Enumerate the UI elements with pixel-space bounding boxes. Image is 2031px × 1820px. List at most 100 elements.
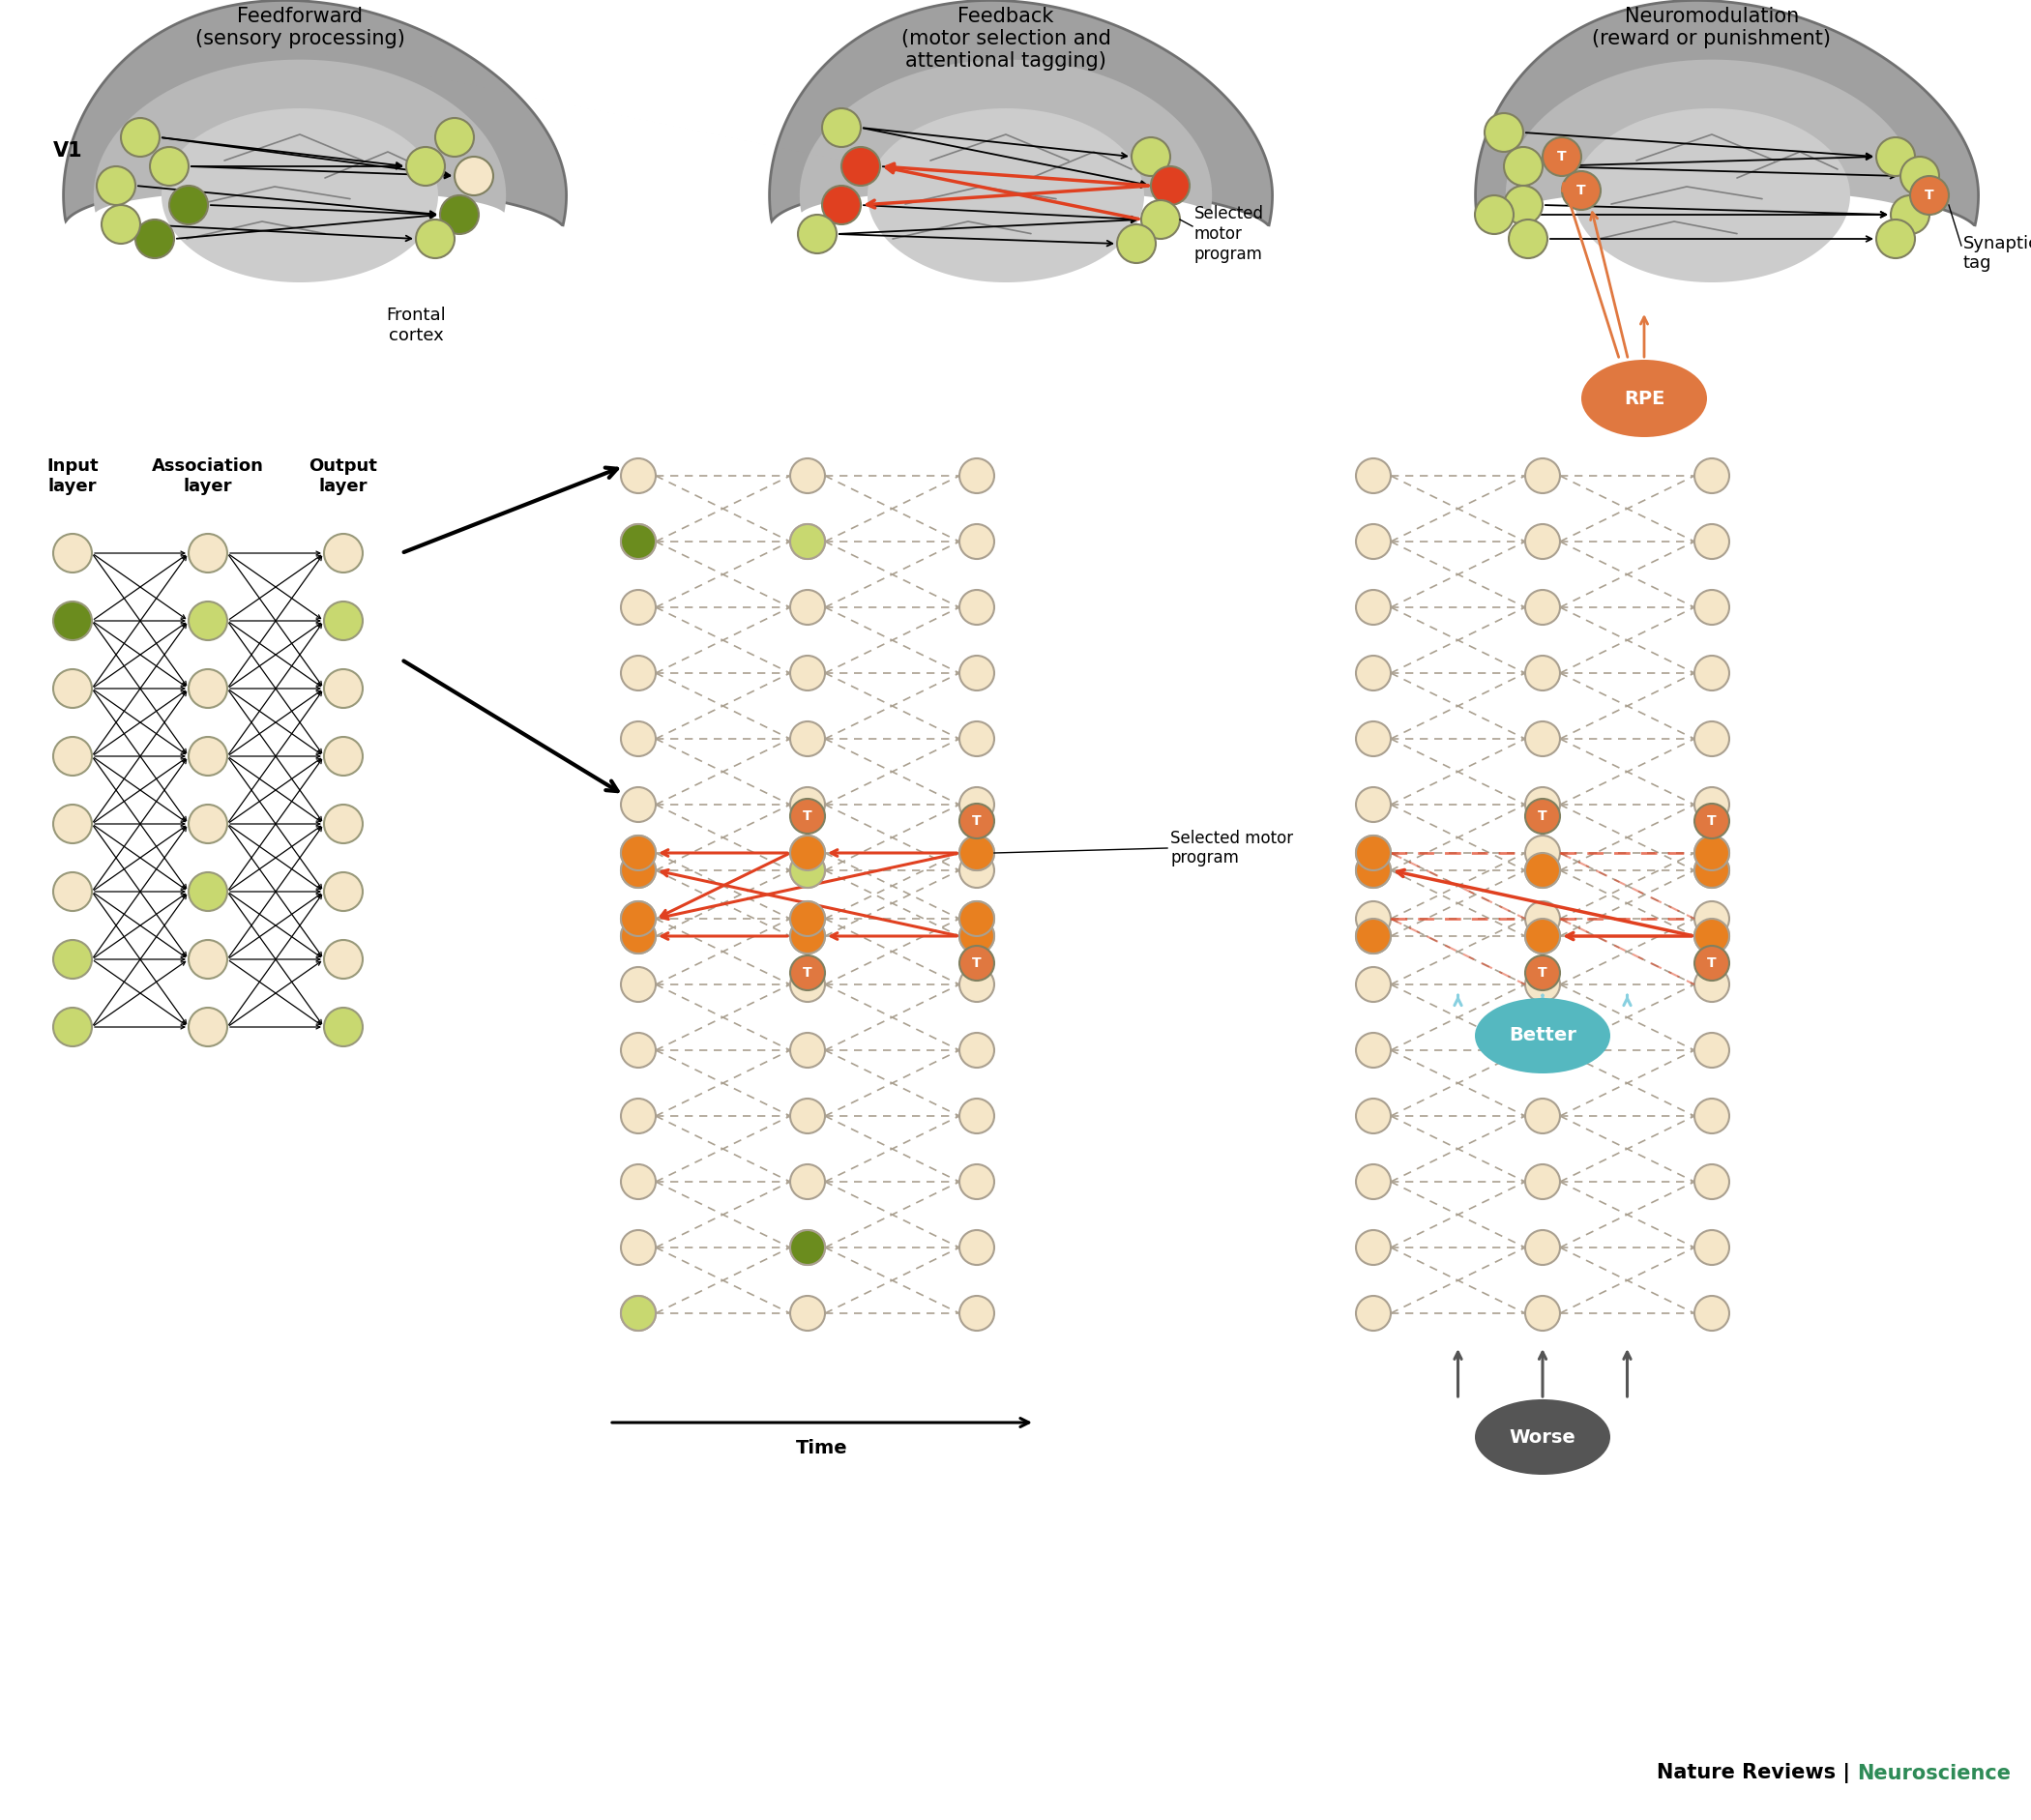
Circle shape <box>1694 901 1728 935</box>
Circle shape <box>790 919 825 954</box>
Circle shape <box>621 1099 656 1134</box>
Circle shape <box>325 737 364 775</box>
Circle shape <box>621 524 656 559</box>
Circle shape <box>53 670 91 708</box>
Text: RPE: RPE <box>1623 389 1665 408</box>
Circle shape <box>959 854 995 888</box>
Text: Association
layer: Association layer <box>152 457 264 495</box>
Circle shape <box>1357 459 1391 493</box>
Circle shape <box>798 215 837 253</box>
Text: Feedforward
(sensory processing): Feedforward (sensory processing) <box>195 7 404 49</box>
Circle shape <box>1694 966 1728 1001</box>
Circle shape <box>1562 171 1600 209</box>
Circle shape <box>959 459 995 493</box>
Circle shape <box>1357 919 1391 954</box>
Circle shape <box>1357 1165 1391 1199</box>
Circle shape <box>53 804 91 843</box>
Circle shape <box>790 1230 825 1265</box>
Circle shape <box>1525 788 1560 823</box>
Circle shape <box>790 901 825 935</box>
Circle shape <box>621 1296 656 1330</box>
Ellipse shape <box>1475 1400 1611 1474</box>
Circle shape <box>1357 1032 1391 1068</box>
Circle shape <box>621 966 656 1001</box>
Circle shape <box>1357 721 1391 757</box>
Circle shape <box>1694 721 1728 757</box>
Circle shape <box>1525 459 1560 493</box>
Text: Worse: Worse <box>1509 1429 1576 1447</box>
Circle shape <box>1357 966 1391 1001</box>
Polygon shape <box>63 0 567 226</box>
Polygon shape <box>770 0 1271 226</box>
Circle shape <box>189 670 227 708</box>
Circle shape <box>1694 854 1728 888</box>
Circle shape <box>1694 1099 1728 1134</box>
Circle shape <box>1694 1296 1728 1330</box>
Text: T: T <box>802 810 812 823</box>
Circle shape <box>1525 1165 1560 1199</box>
Circle shape <box>959 804 995 839</box>
Text: T: T <box>1537 966 1548 979</box>
Circle shape <box>1694 835 1728 870</box>
Circle shape <box>53 939 91 979</box>
Circle shape <box>1694 655 1728 690</box>
Circle shape <box>1525 655 1560 690</box>
Circle shape <box>1525 721 1560 757</box>
Circle shape <box>1357 590 1391 624</box>
Circle shape <box>621 1165 656 1199</box>
Circle shape <box>325 939 364 979</box>
Circle shape <box>621 721 656 757</box>
Text: T: T <box>1708 814 1716 828</box>
Circle shape <box>959 919 995 954</box>
Circle shape <box>823 109 861 147</box>
Circle shape <box>122 118 160 157</box>
Text: T: T <box>1576 184 1586 197</box>
Circle shape <box>959 1296 995 1330</box>
Circle shape <box>790 788 825 823</box>
Circle shape <box>790 459 825 493</box>
Circle shape <box>189 939 227 979</box>
Circle shape <box>1357 854 1391 888</box>
Text: T: T <box>973 957 981 970</box>
Circle shape <box>1694 524 1728 559</box>
Text: Synaptic
tag: Synaptic tag <box>1964 235 2031 273</box>
Circle shape <box>1525 919 1560 954</box>
Circle shape <box>959 1032 995 1068</box>
Circle shape <box>1901 157 1940 195</box>
Ellipse shape <box>1475 997 1611 1074</box>
Circle shape <box>53 601 91 641</box>
Circle shape <box>1357 1230 1391 1265</box>
Circle shape <box>97 166 136 206</box>
Circle shape <box>1525 854 1560 888</box>
Circle shape <box>621 524 656 559</box>
Circle shape <box>416 220 455 258</box>
Circle shape <box>790 966 825 1001</box>
Circle shape <box>621 1032 656 1068</box>
Circle shape <box>823 186 861 224</box>
Circle shape <box>790 590 825 624</box>
Circle shape <box>136 220 175 258</box>
Circle shape <box>621 788 656 823</box>
Circle shape <box>1694 1165 1728 1199</box>
Text: Input
layer: Input layer <box>47 457 97 495</box>
Circle shape <box>621 854 656 888</box>
Circle shape <box>189 804 227 843</box>
Circle shape <box>790 524 825 559</box>
Circle shape <box>1694 1230 1728 1265</box>
Circle shape <box>150 147 189 186</box>
Circle shape <box>790 1165 825 1199</box>
Circle shape <box>1357 655 1391 690</box>
Circle shape <box>790 919 825 954</box>
Circle shape <box>959 901 995 935</box>
Text: T: T <box>1925 189 1934 202</box>
Text: V1: V1 <box>53 142 83 160</box>
Circle shape <box>169 186 207 224</box>
Text: Neuroscience: Neuroscience <box>1856 1764 2011 1784</box>
Circle shape <box>1357 854 1391 888</box>
Circle shape <box>1877 220 1915 258</box>
Text: Selected motor
program: Selected motor program <box>1170 830 1294 866</box>
Circle shape <box>189 737 227 775</box>
Circle shape <box>959 835 995 870</box>
Circle shape <box>1694 919 1728 954</box>
Circle shape <box>53 872 91 912</box>
